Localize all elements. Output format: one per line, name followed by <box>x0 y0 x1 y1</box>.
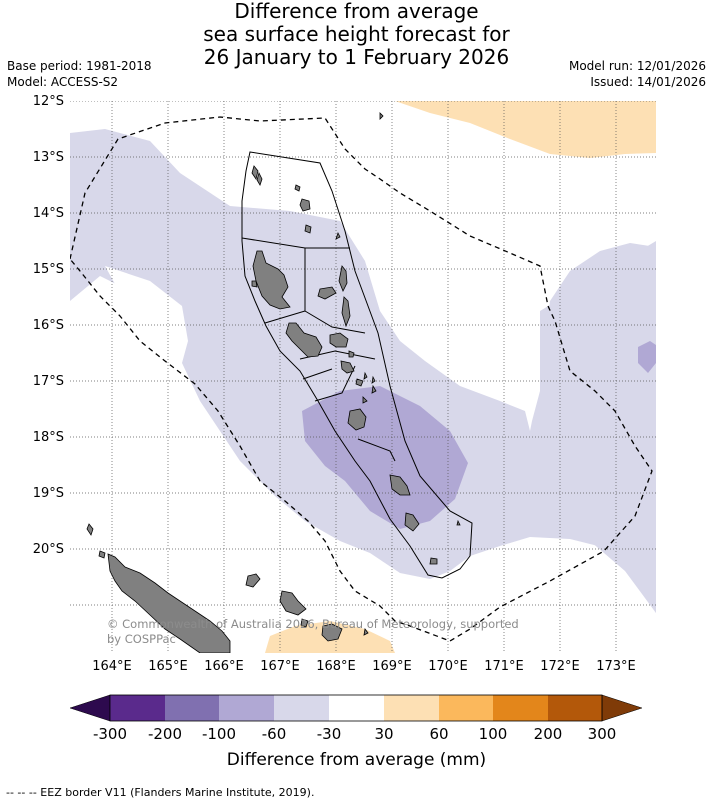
lon-label: 168°E <box>316 659 356 674</box>
base-period: Base period: 1981-2018 <box>7 59 152 73</box>
copyright-line-2: by COSPPac <box>107 632 176 646</box>
colorbar-outline <box>109 694 603 722</box>
sea-surface-height-map <box>70 101 656 653</box>
title-line-1: Difference from average <box>234 0 479 23</box>
lat-label: 19°S <box>32 486 64 501</box>
land-islands <box>86 112 461 653</box>
lat-label: 16°S <box>32 318 64 333</box>
lon-label: 170°E <box>428 659 468 674</box>
lon-label: 172°E <box>540 659 580 674</box>
colorbar-segment <box>548 695 602 721</box>
colorbar-tick: -60 <box>261 725 287 743</box>
colorbar-segment <box>439 695 493 721</box>
colorbar-tick: 200 <box>533 725 563 743</box>
colorbar-tick: 30 <box>374 725 394 743</box>
anomaly-region-medium <box>302 386 468 529</box>
province-boundaries <box>241 151 473 579</box>
province-divider <box>241 237 396 462</box>
lon-label: 165°E <box>148 659 188 674</box>
anomaly-region-light <box>70 129 656 613</box>
lon-label: 173°E <box>596 659 636 674</box>
title-line-3: 26 January to 1 February 2026 <box>203 45 510 69</box>
colorbar-segment <box>165 695 219 721</box>
lat-label: 20°S <box>32 542 64 557</box>
colorbar-title: Difference from average (mm) <box>226 750 487 770</box>
issued-date: Issued: 14/01/2026 <box>590 75 706 89</box>
lat-label: 14°S <box>32 206 64 221</box>
colorbar-extend-high <box>601 694 642 722</box>
colorbar-extend-low <box>70 694 111 722</box>
colorbar-tick: 100 <box>478 725 508 743</box>
colorbar-segment <box>493 695 548 721</box>
colorbar-tick: -300 <box>92 725 128 743</box>
lat-label: 13°S <box>32 150 64 165</box>
copyright-notice: © Commonwealth of Australia 2026, Bureau… <box>107 617 519 647</box>
lon-label: 164°E <box>92 659 132 674</box>
colorbar-tick: 60 <box>429 725 449 743</box>
colorbar-segment <box>274 695 329 721</box>
copyright-line-1: © Commonwealth of Australia 2026, Bureau… <box>107 617 519 631</box>
lon-label: 171°E <box>484 659 524 674</box>
lon-label: 166°E <box>204 659 244 674</box>
lat-label: 18°S <box>32 430 64 445</box>
colorbar-tick: -100 <box>201 725 237 743</box>
lat-label: 17°S <box>32 374 64 389</box>
anomaly-gap-upper <box>105 266 188 363</box>
eez-legend-note: -- -- -- EEZ border V11 (Flanders Marine… <box>6 786 315 799</box>
anomaly-region-medium-east <box>638 341 656 373</box>
meta-right: Model run: 12/01/2026 Issued: 14/01/2026 <box>569 58 706 90</box>
colorbar <box>70 694 642 722</box>
lon-label: 167°E <box>260 659 300 674</box>
anomaly-region-right-edge <box>540 241 656 613</box>
model-run: Model run: 12/01/2026 <box>568 59 706 73</box>
lat-label: 12°S <box>32 94 64 109</box>
colorbar-tick: -30 <box>316 725 342 743</box>
anomaly-region-positive-north <box>395 101 656 158</box>
lon-label: 169°E <box>372 659 412 674</box>
eez-border <box>70 116 653 642</box>
colorbar-tick: -200 <box>147 725 183 743</box>
model-name: Model: ACCESS-S2 <box>7 75 119 89</box>
map-title: Difference from average sea surface heig… <box>0 0 713 69</box>
lat-label: 15°S <box>32 262 64 277</box>
colorbar-segment <box>219 695 274 721</box>
colorbar-segment <box>329 695 384 721</box>
title-line-2: sea surface height forecast for <box>203 22 510 46</box>
colorbar-segment <box>110 695 165 721</box>
colorbar-segment <box>384 695 439 721</box>
meta-left: Base period: 1981-2018 Model: ACCESS-S2 <box>7 58 152 90</box>
colorbar-tick: 300 <box>587 725 617 743</box>
